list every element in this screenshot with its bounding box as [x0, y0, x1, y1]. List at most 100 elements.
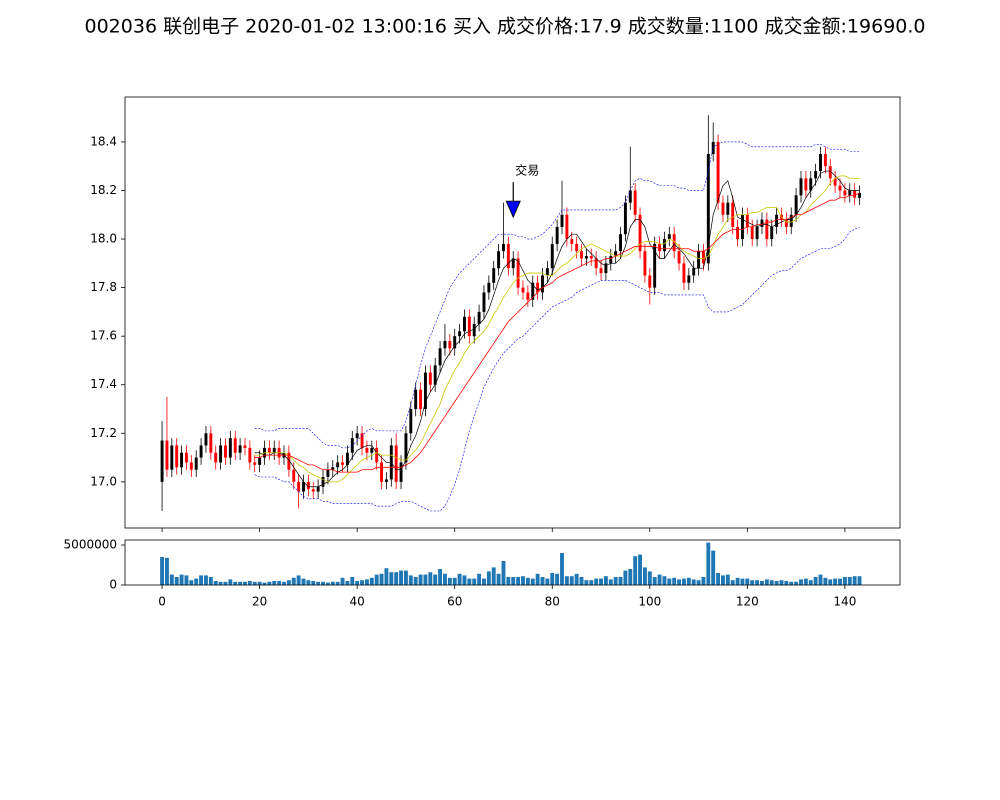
- candle-body: [297, 481, 301, 492]
- x-tick-label: 140: [833, 595, 856, 609]
- volume-bar: [482, 578, 486, 585]
- volume-bar: [311, 581, 316, 585]
- candle-body: [575, 243, 579, 252]
- volume-bar: [545, 578, 550, 585]
- volume-bar: [184, 575, 189, 585]
- candle-body: [175, 445, 179, 468]
- candle-body: [648, 275, 652, 288]
- volume-bar: [721, 575, 725, 585]
- candle-body: [541, 275, 544, 293]
- candle-body: [321, 477, 325, 487]
- x-tick-label: 0: [158, 595, 166, 609]
- volume-bar: [477, 573, 482, 585]
- volume-bar: [369, 577, 374, 585]
- volume-bar: [594, 578, 599, 585]
- candle-body: [224, 445, 227, 458]
- candle-body: [584, 256, 588, 259]
- candle-body: [384, 479, 388, 482]
- volume-bar: [799, 579, 803, 585]
- candle-body: [355, 433, 359, 439]
- candle-body: [199, 445, 203, 458]
- volume-bar: [364, 579, 369, 585]
- candle-body: [643, 251, 647, 276]
- candle-body: [755, 226, 759, 240]
- candle-body: [272, 447, 276, 453]
- candle-body: [672, 234, 676, 252]
- volume-bar: [306, 580, 311, 585]
- x-tick-label: 120: [736, 595, 759, 609]
- volume-bar: [267, 581, 272, 585]
- candle-body: [838, 185, 842, 191]
- candle-body: [833, 178, 837, 186]
- volume-bar: [550, 573, 555, 585]
- volume-bar: [672, 577, 677, 585]
- volume-bar: [438, 569, 443, 585]
- candle-body: [209, 433, 213, 453]
- volume-bar: [252, 581, 257, 585]
- candle-body: [482, 292, 486, 312]
- volume-bar: [194, 578, 199, 585]
- indicator-line: [254, 141, 860, 449]
- volume-bar: [842, 577, 847, 585]
- candle-body: [336, 462, 340, 468]
- candle-body: [580, 251, 583, 259]
- candle-body: [404, 433, 408, 463]
- volume-bar: [740, 578, 745, 585]
- candle-body: [423, 372, 427, 410]
- candle-body: [394, 445, 398, 482]
- candle-body: [531, 282, 535, 300]
- candle-body: [253, 462, 257, 465]
- candle-body: [692, 268, 696, 276]
- candle-body: [214, 452, 218, 463]
- volume-bar: [677, 579, 682, 585]
- candle-body: [228, 438, 232, 458]
- volume-bar: [418, 574, 423, 585]
- volume-bar: [491, 567, 496, 585]
- volume-bar: [379, 573, 384, 585]
- volume-bar: [501, 561, 506, 585]
- indicator-line: [254, 192, 860, 473]
- candle-body: [341, 462, 344, 465]
- volume-bar: [569, 576, 574, 585]
- volume-bar: [496, 573, 501, 585]
- candle-body: [189, 462, 193, 470]
- candle-body: [760, 219, 764, 227]
- axes-frame: [124, 539, 901, 586]
- volume-bar: [760, 581, 764, 585]
- candle-body: [545, 268, 549, 276]
- candle-body: [419, 389, 423, 410]
- volume-bar: [516, 577, 521, 585]
- volume-bar: [735, 577, 740, 585]
- candle-body: [409, 409, 413, 434]
- candle-body: [170, 445, 174, 470]
- candle-body: [526, 292, 530, 300]
- volume-bar: [774, 581, 779, 585]
- volume-bar: [408, 575, 413, 585]
- candle-body: [204, 433, 208, 446]
- candle-body: [502, 243, 505, 252]
- candle-body: [345, 452, 349, 465]
- candle-body: [194, 457, 198, 470]
- volume-bar: [730, 580, 735, 585]
- candle-body: [180, 452, 184, 468]
- candle-body: [497, 251, 501, 269]
- candle-body: [589, 256, 593, 259]
- volume-bar: [525, 577, 530, 585]
- volume-bar: [779, 580, 784, 585]
- candle-body: [399, 462, 403, 482]
- y-tick-label: 17.8: [90, 280, 117, 294]
- volume-bar: [486, 571, 491, 585]
- volume-bar: [716, 573, 721, 585]
- volume-bar: [769, 580, 774, 585]
- candle-body: [360, 433, 364, 448]
- candle-body: [565, 214, 569, 240]
- candle-body: [302, 481, 305, 492]
- volume-bar: [599, 578, 603, 585]
- candle-body: [365, 447, 369, 453]
- candle-body: [697, 251, 701, 269]
- candle-body: [248, 447, 252, 463]
- candle-body: [677, 251, 681, 264]
- candle-body: [267, 447, 271, 453]
- candle-body: [536, 282, 540, 293]
- volume-bar: [257, 581, 262, 585]
